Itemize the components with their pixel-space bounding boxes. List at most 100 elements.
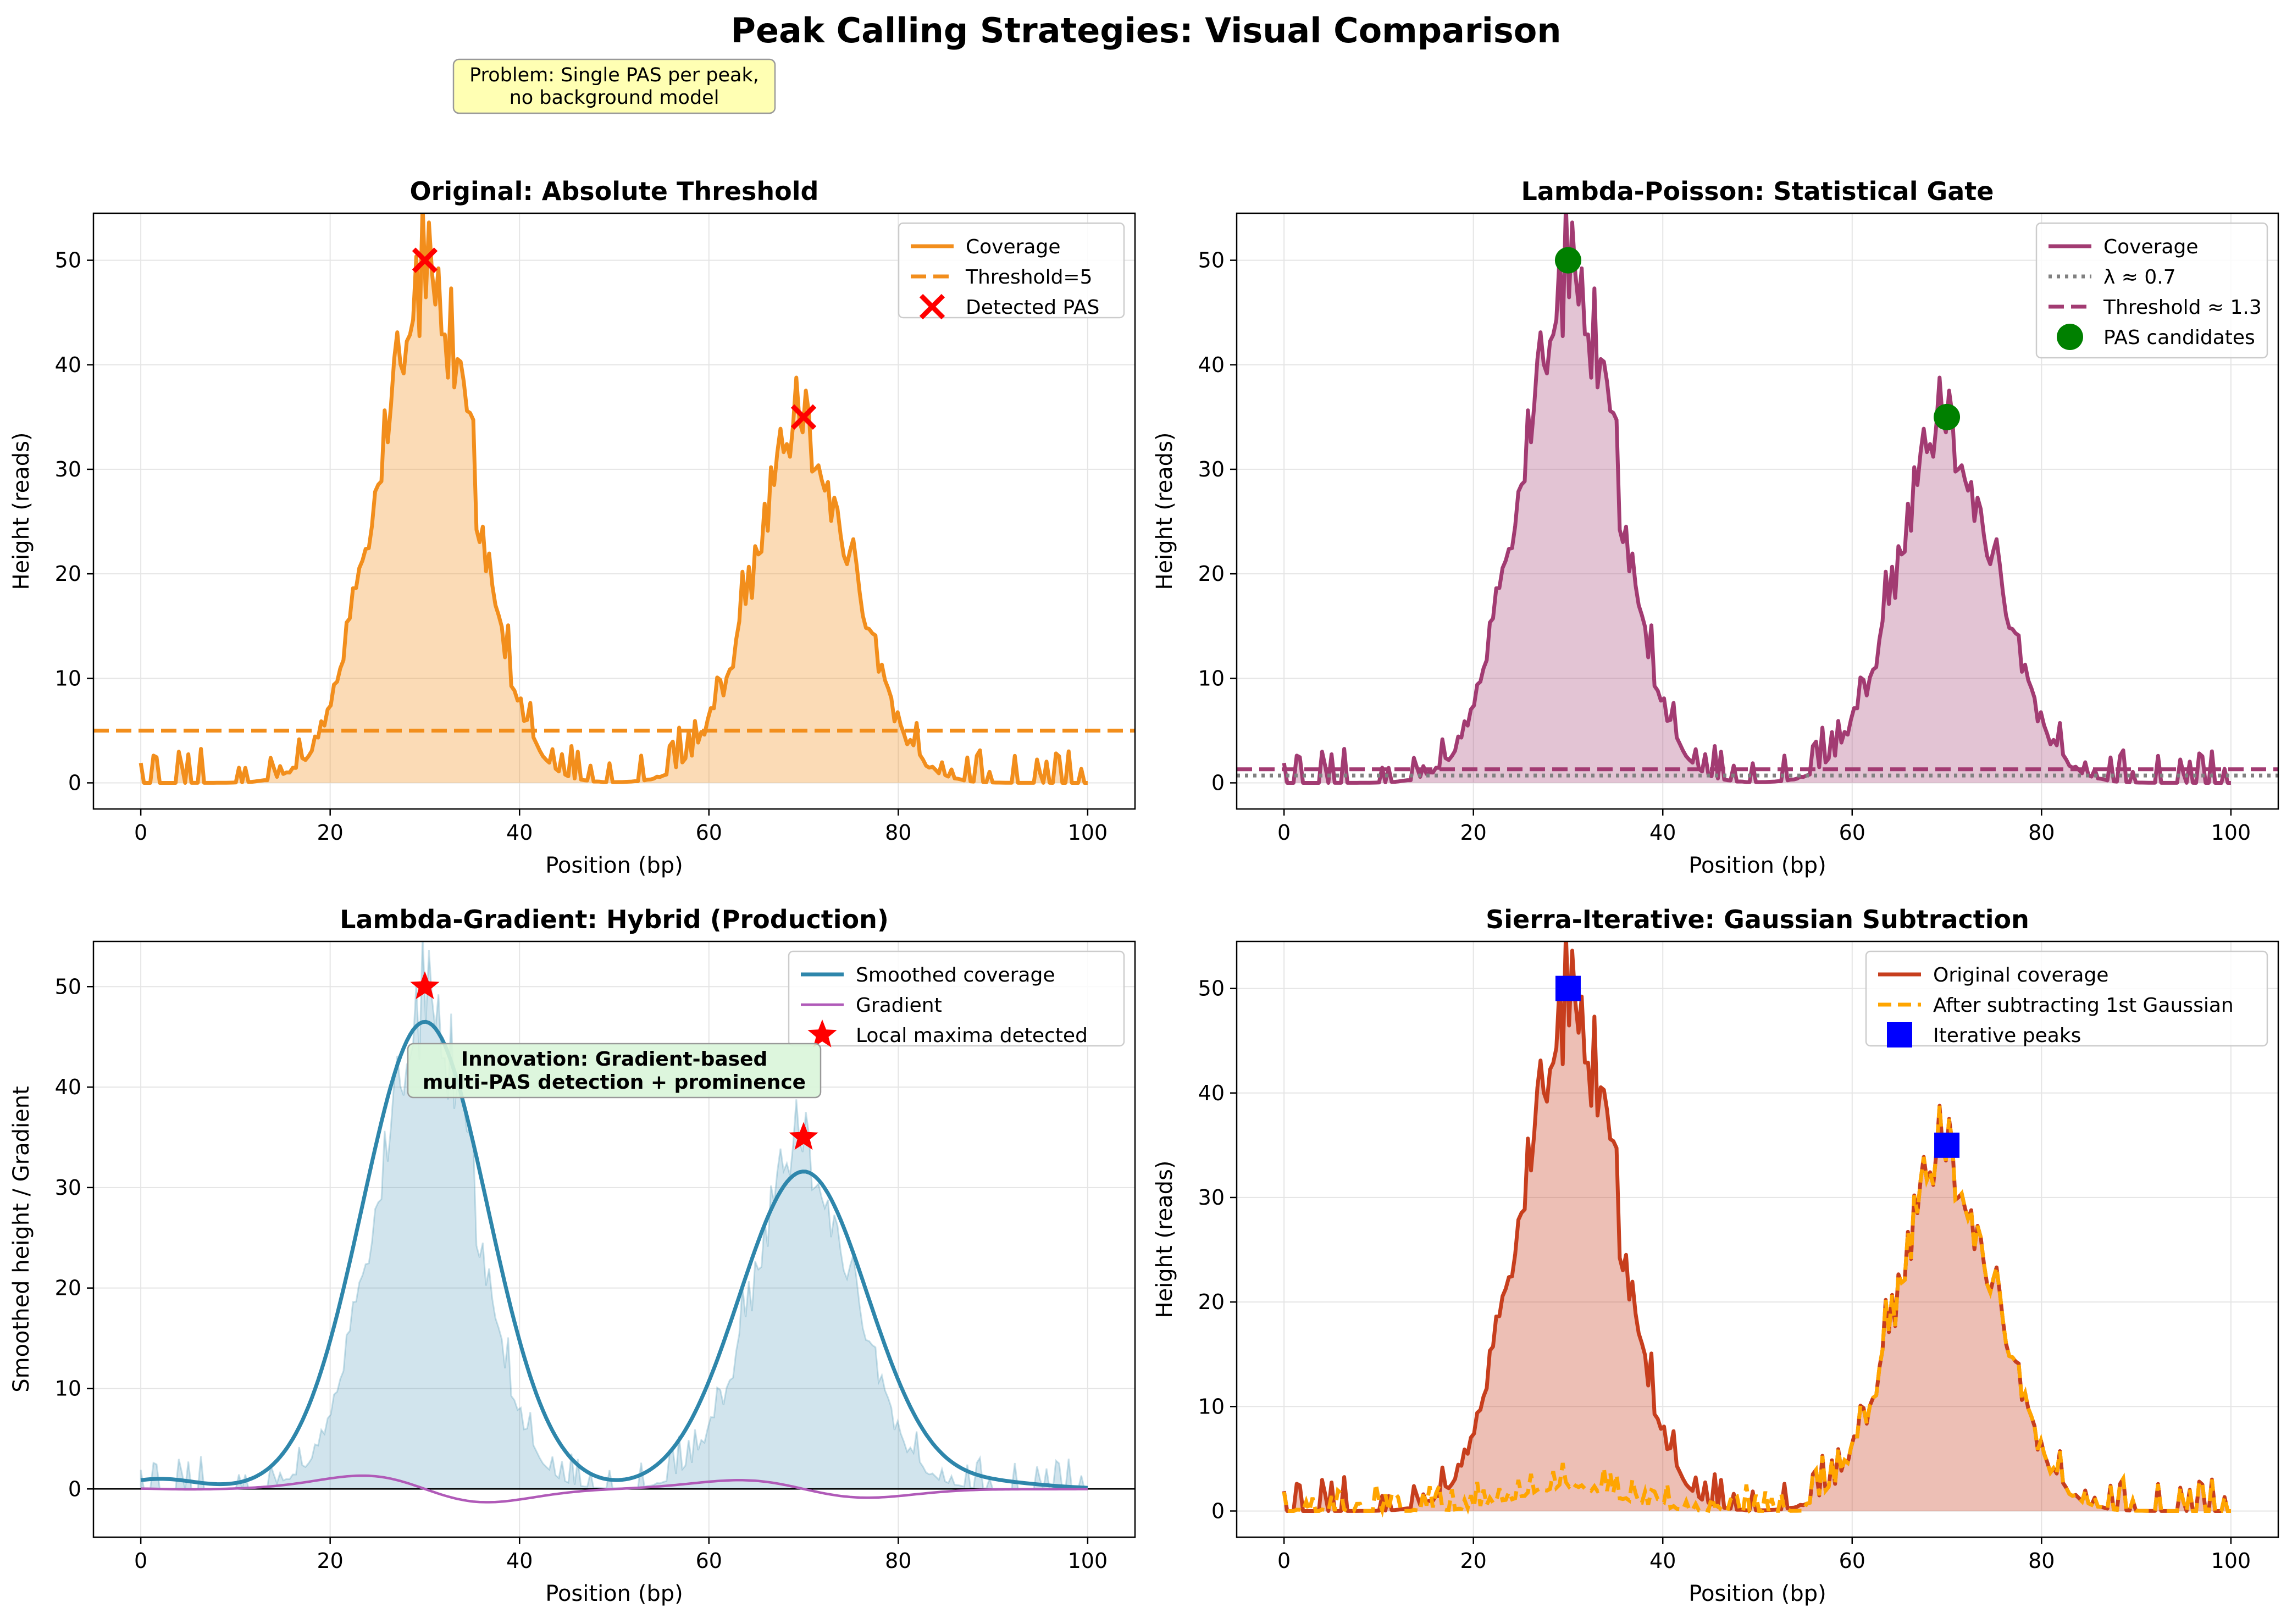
y-tick-label: 20	[55, 1276, 81, 1300]
legend-box	[898, 222, 1125, 319]
chart-sierra: 0 20 40 60 80 100 0 10 20 30 40 50 Sierra-Iterative:…	[1152, 905, 2279, 1606]
x-axis-label: Position (bp)	[1688, 853, 1826, 878]
legend-label: Gradient	[856, 994, 942, 1017]
x-tick-label: 20	[1460, 821, 1487, 845]
x-tick-label: 0	[1277, 821, 1291, 845]
y-axis-label: Height (reads)	[1152, 432, 1177, 590]
legend-label: Iterative peaks	[1933, 1024, 2081, 1047]
x-tick-label: 60	[1839, 1549, 1865, 1573]
legend-label: Coverage	[966, 236, 1060, 258]
y-tick-label: 50	[1198, 248, 1225, 273]
y-axis-label: Smoothed height / Gradient	[9, 1086, 34, 1393]
legend: Coverage λ ≈ 0.7 Threshold ≈ 1.3 PAS candid…	[2035, 222, 2268, 359]
y-tick-label: 30	[55, 1176, 81, 1200]
legend-handle	[919, 293, 945, 320]
x-axis-label: Position (bp)	[545, 1581, 683, 1606]
x-tick-label: 0	[1277, 1549, 1291, 1573]
pas-marker	[1555, 975, 1581, 1001]
chart-original: 0 20 40 60 80 100 0 10 20 30 40 50 Original: Absolut…	[9, 176, 1136, 878]
y-tick-label: 10	[1198, 666, 1225, 690]
pas-marker	[790, 404, 817, 430]
y-tick-label: 50	[55, 974, 81, 999]
axes-frame	[92, 212, 1136, 810]
legend-box	[1865, 950, 2268, 1047]
legend-label: Threshold ≈ 1.3	[2103, 296, 2262, 319]
legend-label: After subtracting 1st Gaussian	[1933, 994, 2234, 1017]
plot-area	[1282, 941, 2231, 1518]
x-tick-label: 60	[696, 821, 722, 845]
x-tick-label: 40	[1649, 821, 1676, 845]
innovation-note-text: Innovation: Gradient-based	[461, 1048, 768, 1071]
chart-poisson: 0 20 40 60 80 100 0 10 20 30 40 50 Lambda-Poisson: S…	[1152, 176, 2279, 878]
chart-title: Lambda-Poisson: Statistical Gate	[1521, 176, 1994, 206]
x-tick-label: 80	[2028, 821, 2055, 845]
plot-area	[1237, 213, 2278, 785]
x-tick-label: 0	[134, 821, 147, 845]
legend-label: Detected PAS	[966, 296, 1099, 319]
problem-note-text: Problem: Single PAS per peak,	[469, 64, 759, 86]
pas-marker	[789, 1122, 818, 1150]
pas-marker	[1554, 247, 1581, 274]
coverage-fill	[1284, 213, 2231, 783]
y-tick-label: 0	[68, 1477, 81, 1501]
x-tick-label: 60	[696, 1549, 722, 1573]
residual-line	[1282, 1105, 2231, 1518]
legend-box	[788, 950, 1125, 1047]
pas-marker	[1934, 1132, 1960, 1158]
y-tick-label: 20	[55, 562, 81, 586]
axes-frame	[1236, 940, 2279, 1538]
legend-label: Local maxima detected	[856, 1024, 1088, 1047]
legend-label: Threshold=5	[965, 266, 1092, 289]
chart-gradient: 0 20 40 60 80 100 0 10 20 30 40 50 Lambda-Gradient: …	[9, 905, 1136, 1606]
chart-title: Original: Absolute Threshold	[410, 176, 819, 206]
y-tick-label: 40	[55, 353, 81, 377]
x-tick-label: 20	[317, 1549, 344, 1573]
legend-label: PAS candidates	[2103, 326, 2255, 349]
legend-label: Smoothed coverage	[856, 964, 1055, 986]
y-axis-label: Height (reads)	[1152, 1160, 1177, 1318]
y-tick-label: 0	[1211, 771, 1225, 795]
pas-marker	[412, 247, 438, 273]
y-tick-label: 20	[1198, 562, 1225, 586]
problem-note-box	[452, 58, 776, 114]
legend-handle	[807, 1019, 837, 1047]
innovation-note-text: multi-PAS detection + prominence	[423, 1071, 806, 1094]
legend-handle	[2057, 324, 2083, 350]
x-tick-label: 80	[885, 821, 911, 845]
plot-area	[93, 213, 1135, 785]
chart-title: Lambda-Gradient: Hybrid (Production)	[340, 905, 889, 934]
x-tick-label: 0	[134, 1549, 147, 1573]
y-tick-label: 50	[1198, 977, 1225, 1001]
x-tick-label: 100	[2211, 821, 2251, 845]
x-tick-label: 100	[1068, 821, 1108, 845]
y-tick-label: 20	[1198, 1290, 1225, 1314]
legend-handle	[1887, 1022, 1912, 1047]
pas-marker	[410, 971, 440, 999]
legend: Coverage Threshold=5 Detected PAS	[898, 222, 1125, 320]
y-tick-label: 10	[55, 666, 81, 690]
chart-title: Sierra-Iterative: Gaussian Subtraction	[1486, 905, 2029, 934]
y-tick-label: 0	[1211, 1499, 1225, 1523]
coverage-fill	[1284, 941, 2231, 1511]
x-tick-label: 80	[2028, 1549, 2055, 1573]
y-tick-label: 10	[1198, 1394, 1225, 1418]
y-tick-label: 40	[55, 1075, 81, 1099]
x-tick-label: 80	[885, 1549, 911, 1573]
y-tick-label: 40	[1198, 1081, 1225, 1105]
legend-label: Coverage	[2103, 236, 2198, 258]
smoothed-line	[140, 1019, 1088, 1490]
innovation-note-box	[407, 1043, 822, 1099]
axes-frame	[92, 940, 1136, 1538]
y-tick-label: 40	[1198, 353, 1225, 377]
legend-box	[2035, 222, 2268, 359]
x-tick-label: 20	[1460, 1549, 1487, 1573]
plot-area	[93, 941, 1135, 1504]
x-axis-label: Position (bp)	[1688, 1581, 1826, 1606]
legend-label: Original coverage	[1933, 964, 2108, 986]
x-tick-label: 60	[1839, 821, 1865, 845]
legend: Smoothed coverage Gradient Local maxima de…	[788, 950, 1125, 1047]
axes-frame	[1236, 212, 2279, 810]
y-axis-label: Height (reads)	[9, 432, 34, 590]
y-tick-label: 30	[55, 457, 81, 481]
problem-note-text: no background model	[510, 87, 719, 109]
